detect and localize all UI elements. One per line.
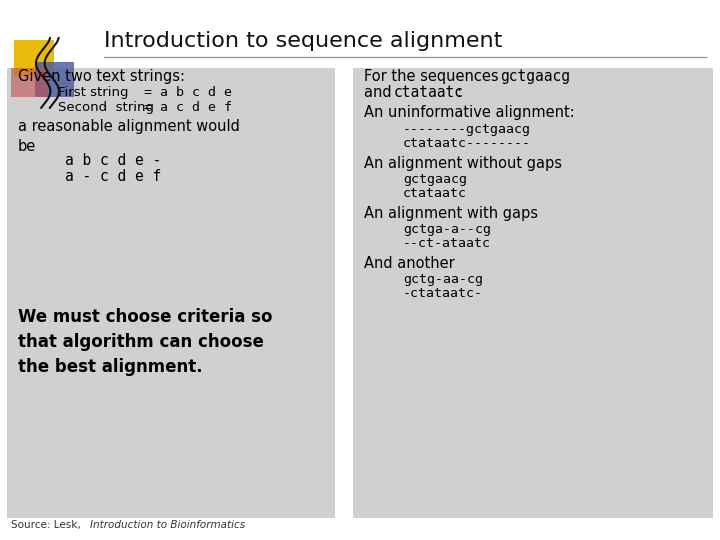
Text: gctgaacg: gctgaacg: [403, 173, 467, 186]
Text: and: and: [364, 85, 396, 100]
Text: An alignment with gaps: An alignment with gaps: [364, 206, 538, 221]
FancyBboxPatch shape: [353, 68, 713, 518]
Text: For the sequences: For the sequences: [364, 69, 503, 84]
Text: We must choose criteria so
that algorithm can choose
the best alignment.: We must choose criteria so that algorith…: [18, 308, 272, 376]
Text: -ctataatc-: -ctataatc-: [403, 287, 483, 300]
Text: Second  string: Second string: [58, 101, 153, 114]
Text: :: :: [456, 85, 461, 100]
Text: gctg-aa-cg: gctg-aa-cg: [403, 273, 483, 286]
Text: gctgaacg: gctgaacg: [500, 69, 570, 84]
Text: Introduction to Bioinformatics: Introduction to Bioinformatics: [90, 520, 245, 530]
Text: a reasonable alignment would
be: a reasonable alignment would be: [18, 119, 240, 153]
Text: Given two text strings:: Given two text strings:: [18, 69, 185, 84]
Text: --------gctgaacg: --------gctgaacg: [403, 123, 531, 136]
Text: = a c d e f: = a c d e f: [144, 101, 232, 114]
Text: An alignment without gaps: An alignment without gaps: [364, 156, 562, 171]
Text: gctga-a--cg: gctga-a--cg: [403, 223, 491, 236]
Text: ctataatc: ctataatc: [403, 187, 467, 200]
Text: ctataatc: ctataatc: [394, 85, 464, 100]
Text: --ct-ataatc: --ct-ataatc: [403, 237, 491, 250]
Text: First string: First string: [58, 86, 137, 99]
Bar: [35, 62, 74, 97]
FancyBboxPatch shape: [7, 68, 335, 518]
Bar: [14, 40, 54, 76]
Text: ctataatc--------: ctataatc--------: [403, 137, 531, 150]
Text: a b c d e -: a b c d e -: [65, 153, 161, 168]
Text: And another: And another: [364, 256, 454, 272]
Text: Source: Lesk,: Source: Lesk,: [11, 520, 84, 530]
Text: An uninformative alignment:: An uninformative alignment:: [364, 105, 575, 120]
Text: = a b c d e: = a b c d e: [144, 86, 232, 99]
Text: Introduction to sequence alignment: Introduction to sequence alignment: [104, 31, 503, 51]
Bar: [11, 68, 47, 97]
Text: a - c d e f: a - c d e f: [65, 169, 161, 184]
